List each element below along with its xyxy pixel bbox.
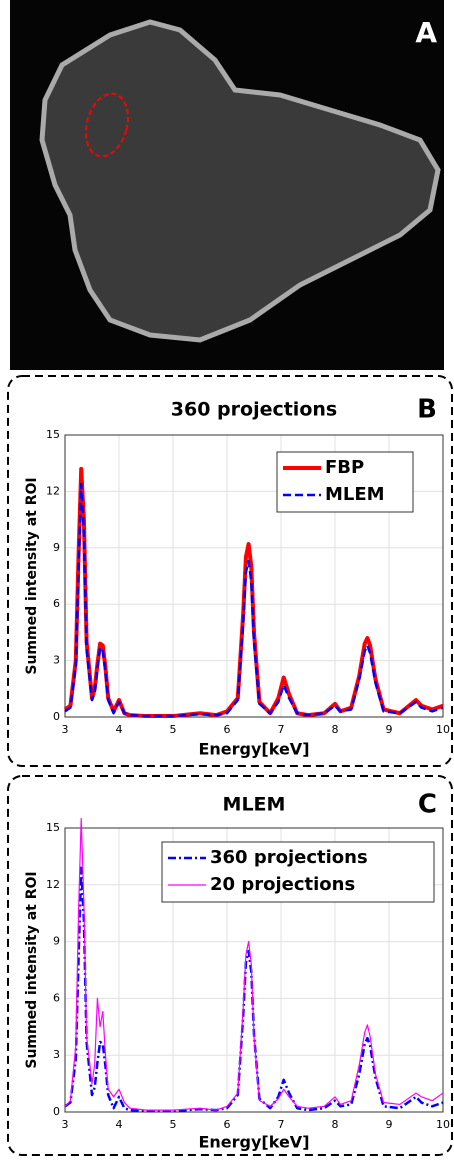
x-tick-label: 7 (278, 1118, 285, 1131)
x-tick-label: 6 (224, 1118, 231, 1131)
x-tick-label: 3 (62, 1118, 69, 1131)
particle (39, 19, 441, 343)
legend-label: FBP (325, 457, 364, 478)
legend-box (161, 841, 435, 903)
x-tick-label: 3 (62, 723, 69, 736)
y-tick-label: 9 (53, 935, 60, 948)
y-tick-label: 3 (53, 654, 60, 667)
series-line (64, 482, 444, 718)
x-tick-label: 10 (436, 723, 450, 736)
x-axis-label: Energy[keV] (198, 740, 309, 759)
y-tick-label: 0 (53, 710, 60, 723)
y-tick-label: 6 (53, 597, 60, 610)
x-tick-label: 6 (224, 723, 231, 736)
panel-label: A (415, 16, 437, 49)
series-line (63, 466, 444, 719)
y-tick-label: 6 (53, 991, 60, 1004)
y-tick-label: 12 (46, 878, 60, 891)
image-panel: A (10, 0, 444, 370)
x-tick-label: 4 (116, 723, 123, 736)
x-axis-label: Energy[keV] (198, 1133, 309, 1152)
panel-frame (7, 775, 453, 1156)
y-tick-label: 0 (53, 1105, 60, 1118)
panel-label: B (417, 395, 437, 425)
panel-frame (7, 375, 453, 767)
legend-label: MLEM (325, 484, 385, 505)
panel-label: C (418, 790, 437, 820)
x-tick-label: 8 (332, 1118, 339, 1131)
series-line (64, 817, 444, 1111)
x-tick-label: 4 (116, 1118, 123, 1131)
y-axis-label: Summed intensity at ROI (24, 871, 40, 1068)
x-tick-label: 5 (170, 723, 177, 736)
chart-title: 360 projections (171, 399, 337, 421)
y-tick-label: 12 (46, 484, 60, 497)
legend-box (276, 451, 414, 513)
x-tick-label: 8 (332, 723, 339, 736)
x-tick-label: 10 (436, 1118, 450, 1131)
axes-frame (64, 827, 444, 1113)
legend-label: 20 projections (210, 874, 355, 895)
x-tick-label: 9 (386, 723, 393, 736)
x-tick-label: 5 (170, 1118, 177, 1131)
x-tick-label: 7 (278, 723, 285, 736)
y-axis-label: Summed intensity at ROI (24, 477, 40, 674)
legend-label: 360 projections (210, 847, 368, 868)
y-tick-label: 15 (46, 428, 60, 441)
x-tick-label: 9 (386, 1118, 393, 1131)
y-tick-label: 15 (46, 821, 60, 834)
chart-title: MLEM (223, 794, 286, 816)
y-tick-label: 3 (53, 1048, 60, 1061)
y-tick-label: 9 (53, 541, 60, 554)
axes-frame (64, 434, 444, 718)
